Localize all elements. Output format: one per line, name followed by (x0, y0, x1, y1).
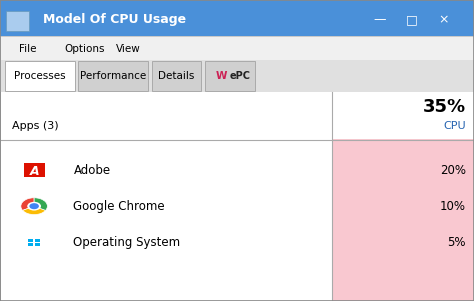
Text: ×: × (438, 13, 449, 26)
Text: □: □ (406, 13, 417, 26)
Bar (332, 139, 474, 301)
Text: File: File (19, 44, 36, 54)
Wedge shape (23, 206, 46, 215)
Bar (205, 61, 255, 91)
Text: Model Of CPU Usage: Model Of CPU Usage (43, 13, 186, 26)
Bar (6, 11, 29, 31)
Wedge shape (34, 198, 47, 210)
Bar (152, 61, 201, 91)
Bar (28, 243, 33, 246)
Text: 5%: 5% (447, 236, 466, 249)
Wedge shape (21, 198, 34, 210)
Bar (5, 61, 75, 91)
Text: Processes: Processes (14, 71, 65, 81)
Circle shape (29, 203, 39, 209)
Text: Apps (3): Apps (3) (12, 121, 58, 131)
Text: CPU: CPU (443, 121, 466, 131)
Text: —: — (373, 13, 385, 26)
Bar (35, 239, 40, 242)
Bar (0, 36, 474, 62)
Circle shape (27, 202, 41, 211)
Bar (28, 239, 33, 242)
Text: Options: Options (64, 44, 104, 54)
Text: View: View (116, 44, 141, 54)
Text: Details: Details (158, 71, 195, 81)
Text: W: W (215, 71, 227, 81)
Text: ePC: ePC (229, 71, 251, 81)
Bar (35, 243, 40, 246)
Bar (24, 163, 45, 177)
Text: Performance: Performance (80, 71, 146, 81)
Bar (0, 91, 474, 301)
Bar (0, 0, 474, 36)
Text: 35%: 35% (423, 98, 466, 116)
Bar (78, 61, 148, 91)
Text: 20%: 20% (440, 163, 466, 177)
Text: Adobe: Adobe (73, 163, 110, 177)
Text: Operating System: Operating System (73, 236, 181, 249)
Text: Google Chrome: Google Chrome (73, 200, 165, 213)
Text: 10%: 10% (440, 200, 466, 213)
Bar (0, 60, 474, 92)
Text: A: A (29, 165, 39, 178)
